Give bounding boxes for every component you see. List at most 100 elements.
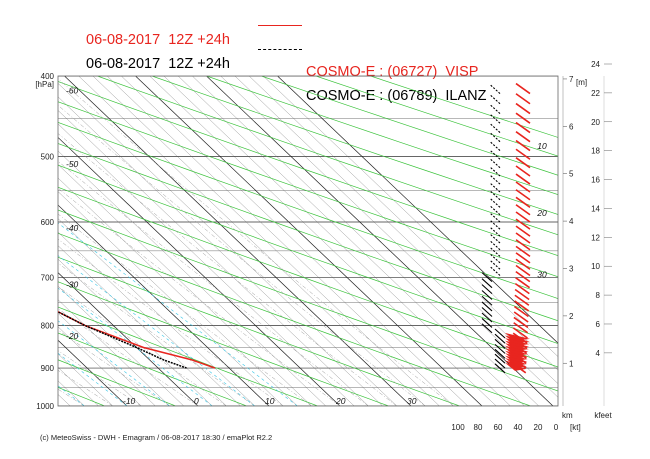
wind-barb-visp <box>515 245 531 258</box>
isotherm <box>58 380 85 406</box>
y-tick-label: 700 <box>41 274 55 283</box>
height-axis-kfeet-label: kfeet <box>594 411 612 420</box>
y-tick-label: 500 <box>41 152 55 161</box>
wind-barb-ilanz <box>489 212 501 223</box>
wind-axis-tick: 60 <box>494 423 503 432</box>
wind-barb-visp <box>515 258 531 270</box>
mixing-ratio-line <box>58 352 128 406</box>
moist-adiabat <box>0 76 56 406</box>
height-kfeet-tick-label: 16 <box>591 176 600 185</box>
wind-barb-ilanz <box>489 132 501 143</box>
wind-barb-visp <box>515 239 531 251</box>
series-ilanz-dewpoint <box>0 76 40 364</box>
height-kfeet-tick-label: 10 <box>591 262 600 271</box>
isotherm-label-left: -40 <box>66 223 79 233</box>
height-m-tick-label: 2 <box>569 312 574 321</box>
dry-adiabat <box>58 232 531 406</box>
dry-adiabat <box>58 164 558 344</box>
isotherm <box>58 136 341 406</box>
y-tick-label: 400 <box>41 72 55 81</box>
wind-pennant-visp <box>505 345 529 354</box>
dry-adiabat <box>58 209 558 392</box>
wind-barb-ilanz <box>494 348 506 359</box>
wind-barb-ilanz <box>481 312 493 323</box>
wind-pennant-visp <box>505 353 528 362</box>
height-m-tick-label: 6 <box>569 122 574 131</box>
x-tick-label: 30 <box>407 396 417 406</box>
wind-barb-ilanz <box>489 113 501 124</box>
wind-barb-visp <box>515 121 531 134</box>
dry-adiabat <box>58 81 558 257</box>
isotherm <box>58 110 369 406</box>
height-m-tick-label: 4 <box>569 217 574 226</box>
isotherm <box>58 231 241 406</box>
dry-adiabat <box>151 76 558 215</box>
wind-pennant-visp <box>505 362 527 371</box>
wind-barb-visp <box>515 252 531 264</box>
wind-pennant-visp <box>505 332 530 341</box>
isotherm-label-left: -20 <box>66 331 79 341</box>
wind-barb-ilanz <box>489 149 501 160</box>
moist-adiabat <box>58 104 426 406</box>
isotherm <box>0 76 42 406</box>
moist-adiabat <box>58 286 227 406</box>
legend-visp-line-sample <box>258 25 302 26</box>
wind-barb-visp <box>513 311 529 323</box>
isotherm <box>206 76 554 406</box>
isotherm <box>58 285 184 406</box>
wind-barb-ilanz <box>481 323 493 334</box>
y-tick-label: 1000 <box>36 402 54 411</box>
mixing-ratio-line <box>58 287 213 406</box>
height-axis-km-label: km <box>562 411 573 420</box>
moist-adiabat <box>58 329 170 406</box>
isotherm <box>58 150 326 406</box>
wind-axis-tick: 0 <box>554 423 559 432</box>
wind-barb-ilanz <box>489 253 501 264</box>
wind-barb-visp <box>514 282 530 295</box>
wind-barb-ilanz <box>489 266 501 276</box>
wind-barb-visp <box>513 322 529 334</box>
height-kfeet-tick-label: 4 <box>596 349 601 358</box>
wind-barb-visp <box>515 218 531 230</box>
wind-barb-ilanz <box>481 290 493 300</box>
plot-frame <box>57 75 559 407</box>
wind-barb-visp <box>515 82 531 95</box>
wind-barb-visp <box>512 327 528 339</box>
height-kfeet-tick-label: 8 <box>596 291 601 300</box>
y-tick-label: 800 <box>41 322 55 331</box>
mixing-ratio-line <box>58 255 255 406</box>
isotherm <box>149 76 497 406</box>
wind-barb-ilanz <box>481 318 493 328</box>
wind-barb-ilanz <box>494 333 506 344</box>
isotherm <box>58 272 199 406</box>
isotherm <box>58 339 128 406</box>
wind-barb-ilanz <box>494 343 506 354</box>
wind-barb-visp <box>515 139 531 152</box>
dry-adiabat <box>0 76 34 406</box>
wind-barb-ilanz <box>489 190 501 201</box>
moist-adiabat <box>58 350 142 406</box>
footer-credit: (c) MeteoSwiss - DWH - Emagram / 06-08-2… <box>40 433 273 442</box>
series-visp-temperature <box>58 310 216 369</box>
isotherm <box>58 177 298 406</box>
wind-barb-visp <box>515 148 531 160</box>
dry-adiabat <box>261 76 558 176</box>
wind-barb-visp <box>514 294 530 306</box>
legend-visp-date: 06-08-2017 12Z +24h <box>86 32 230 48</box>
wind-barb-visp <box>515 264 531 277</box>
dry-adiabat <box>58 121 558 299</box>
y-tick-label: 600 <box>41 218 55 227</box>
mixing-ratio-line <box>0 76 42 406</box>
isotherm <box>0 76 28 406</box>
height-axis-m-label: [m] <box>576 78 587 87</box>
isotherm <box>192 76 539 406</box>
dry-adiabat <box>206 76 558 196</box>
isotherm <box>248 76 558 371</box>
wind-barb-visp <box>515 196 531 208</box>
isotherm <box>135 76 483 406</box>
isotherm <box>0 76 13 406</box>
wind-pennant-visp <box>505 355 528 364</box>
dry-adiabat <box>58 306 318 406</box>
wind-barb-visp <box>514 288 530 301</box>
